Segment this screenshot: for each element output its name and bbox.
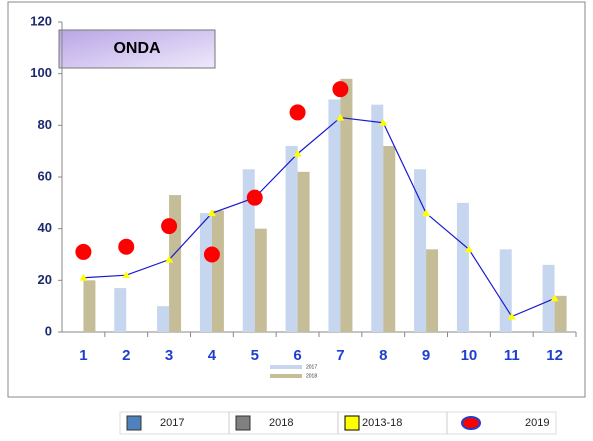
mini-legend-label: 2017 [306, 364, 317, 370]
x-tick-label: 4 [208, 347, 217, 364]
bar [199, 213, 212, 332]
y-tick-label: 60 [38, 168, 52, 183]
line-marker [79, 273, 88, 281]
bar [554, 295, 567, 332]
line-marker [464, 245, 473, 253]
y-tick-label: 100 [30, 65, 52, 80]
x-tick-label: 9 [422, 347, 430, 364]
line-marker [550, 294, 559, 302]
legend-swatch [235, 415, 251, 431]
dot [332, 81, 349, 98]
line [83, 116, 555, 318]
legend-label: 2013-18 [362, 417, 402, 429]
y-tick-label: 20 [38, 272, 52, 287]
bar [83, 280, 96, 332]
legend-swatch [126, 415, 142, 431]
x-tick-label: 3 [165, 347, 173, 364]
line-marker [336, 113, 345, 121]
legend-swatch [461, 416, 481, 430]
bar [297, 171, 310, 332]
bar [328, 99, 341, 332]
bar [414, 169, 427, 332]
x-tick-label: 6 [293, 347, 301, 364]
legend: 2017 2018 2013-18 2019 [119, 411, 557, 435]
bar [285, 146, 298, 332]
bar [254, 228, 267, 332]
line-marker [507, 312, 516, 320]
dot [246, 189, 263, 206]
line-marker [293, 149, 302, 157]
dot [289, 104, 306, 121]
mini-legend-swatch [270, 365, 302, 369]
bar [542, 264, 555, 332]
legend-label: 2017 [160, 417, 184, 429]
legend-label: 2018 [269, 417, 293, 429]
legend-label: 2019 [525, 417, 549, 429]
bar [383, 146, 396, 332]
x-tick-label: 11 [504, 347, 520, 364]
mini-legend-label: 2018 [306, 373, 317, 379]
x-tick-label: 10 [461, 347, 478, 364]
chart-title: ONDA [113, 40, 161, 57]
bar [211, 210, 224, 332]
y-tick-label: 80 [38, 117, 52, 132]
y-tick-label: 120 [30, 13, 52, 28]
bar [169, 195, 182, 332]
x-tick-label: 8 [379, 347, 387, 364]
y-tick-label: 40 [38, 220, 52, 235]
dot [75, 243, 92, 260]
y-tick-label: 0 [45, 323, 52, 338]
x-tick-label: 7 [336, 347, 344, 364]
x-tick-label: 1 [79, 347, 87, 364]
bar [114, 288, 127, 332]
bar [157, 306, 170, 332]
mini-legend-swatch [270, 374, 302, 378]
line-marker [165, 255, 174, 263]
line-marker [379, 118, 388, 126]
x-tick-label: 12 [546, 347, 563, 364]
title-box [58, 29, 216, 69]
line-marker [207, 209, 216, 217]
dot [203, 246, 220, 263]
bar [499, 249, 512, 332]
dot [161, 218, 178, 235]
legend-swatch [344, 415, 360, 431]
bar [340, 78, 353, 332]
dot [118, 238, 135, 255]
line-marker [422, 209, 431, 217]
bar [371, 104, 384, 333]
line-marker [122, 271, 131, 279]
bar [242, 169, 255, 332]
bar [426, 249, 439, 332]
x-tick-label: 2 [122, 347, 130, 364]
x-tick-label: 5 [251, 347, 259, 364]
bar [456, 202, 469, 332]
